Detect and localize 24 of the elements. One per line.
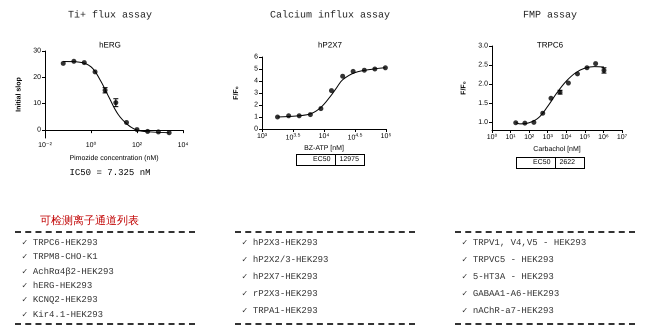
text: ✓ TRPVC5 - HEK293 (462, 255, 554, 265)
text: 可检测离子通道列表 (40, 213, 139, 228)
chart-title: Calcium influx assay (270, 10, 390, 22)
text: ✓ 5-HT3A - HEK293 (462, 272, 554, 282)
text: ✓ TRPM8-CHO-K1 (22, 252, 98, 262)
chart-title: Ti+ flux assay (68, 10, 152, 22)
chart-title: FMP assay (522, 10, 578, 22)
text: ✓ Kir4.1-HEK293 (22, 310, 104, 320)
text: ✓ TRPC6-HEK293 (22, 238, 98, 248)
chart-subtitle: hP2X7 (318, 40, 343, 50)
text: ✓ hP2X3-HEK293 (242, 238, 318, 248)
text: ✓ KCNQ2-HEK293 (22, 295, 98, 306)
text: ✓ hP2X2/3-HEK293 (242, 255, 328, 265)
text: ✓ AchRα4β2-HEK293 (22, 266, 114, 277)
text: ✓ TRPV1, V4,V5 - HEK293 (462, 238, 586, 248)
text: IC50 = 7.325 nM (68, 168, 152, 178)
text: ✓ nAChR-a7-HEK293 (462, 306, 554, 316)
text: ✓ hP2X7-HEK293 (242, 272, 318, 282)
chart-subtitle: hERG (99, 40, 121, 50)
text: ✓ GABAA1-A6-HEK293 (462, 289, 560, 299)
chart-subtitle: TRPC6 (536, 40, 564, 50)
text: ✓ rP2X3-HEK293 (242, 289, 318, 299)
text: ✓ TRPA1-HEK293 (242, 306, 318, 316)
text: ✓ hERG-HEK293 (22, 280, 92, 291)
